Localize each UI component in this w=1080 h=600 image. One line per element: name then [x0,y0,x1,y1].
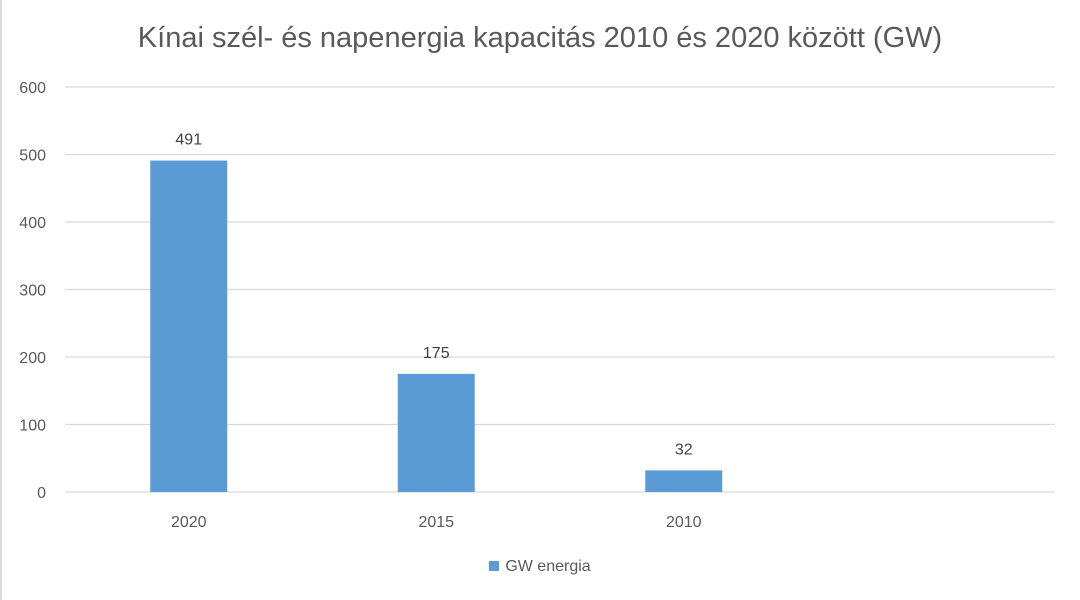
bar [645,470,723,492]
legend-label: GW energia [505,558,591,575]
legend: GW energia [0,558,1080,576]
y-tick-label: 0 [37,485,46,502]
data-label: 175 [423,345,450,362]
y-tick-label: 600 [19,80,46,97]
bar [397,373,475,492]
data-label: 32 [675,441,693,458]
x-tick-label: 2010 [666,514,702,531]
x-tick-label: 2020 [171,514,207,531]
y-tick-label: 400 [19,215,46,232]
y-tick-label: 100 [19,418,46,435]
legend-swatch [489,561,500,571]
y-tick-label: 500 [19,148,46,165]
bar [150,160,228,492]
data-label: 491 [175,132,202,149]
y-tick-label: 200 [19,350,46,367]
x-tick-label: 2015 [418,514,454,531]
y-tick-label: 300 [19,283,46,300]
chart-title: Kínai szél- és napenergia kapacitás 2010… [137,22,943,54]
